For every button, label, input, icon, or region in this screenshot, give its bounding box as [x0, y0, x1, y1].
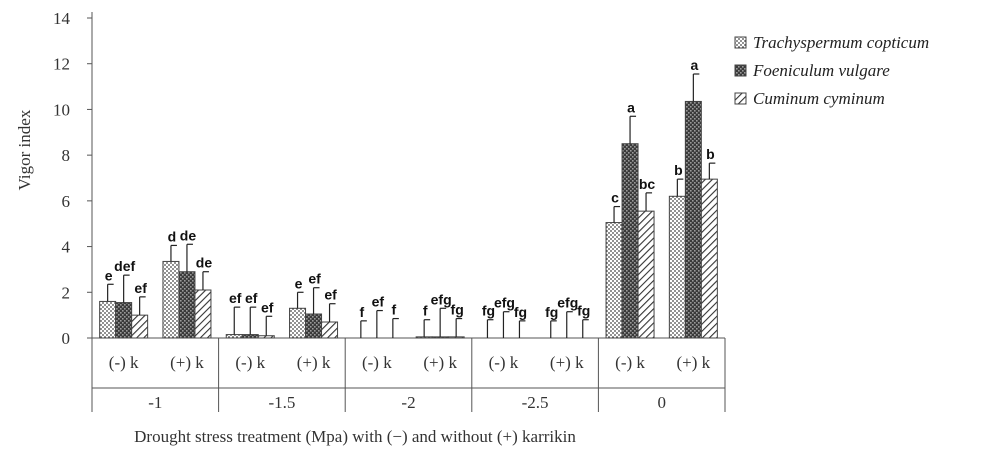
bar: [115, 302, 133, 339]
significance-label: ef: [308, 271, 321, 287]
legend-label: Trachyspermum copticum: [753, 33, 929, 52]
significance-label: e: [105, 267, 113, 283]
significance-label: b: [674, 162, 683, 178]
y-tick-label: 6: [62, 192, 71, 211]
bar: [99, 300, 117, 339]
legend-swatch: [734, 64, 747, 77]
bar: [431, 336, 449, 339]
significance-label: efg: [431, 291, 452, 307]
group-label: 0: [657, 393, 666, 412]
legend-swatch: [734, 92, 747, 105]
significance-label: e: [295, 275, 303, 291]
group-label: -2: [401, 393, 415, 412]
subgroup-label: (-) k: [235, 353, 265, 372]
subgroup-label: (+) k: [297, 353, 331, 372]
significance-label: a: [690, 57, 698, 73]
y-axis-title: Vigor index: [15, 109, 34, 190]
significance-label: def: [114, 258, 135, 274]
subgroup-label: (-) k: [615, 353, 645, 372]
bar: [289, 307, 307, 339]
bar: [415, 336, 433, 339]
bar: [637, 210, 655, 339]
subgroup-label: (-) k: [109, 353, 139, 372]
y-tick-label: 0: [62, 329, 71, 348]
bar: [241, 334, 259, 339]
legend-label: Cuminum cyminum: [753, 89, 885, 108]
significance-label: fg: [482, 303, 495, 319]
y-tick-label: 2: [62, 283, 71, 302]
significance-label: efg: [557, 295, 578, 311]
subgroup-label: (-) k: [489, 353, 519, 372]
bar: [194, 289, 212, 339]
group-label: -1: [148, 393, 162, 412]
bar: [305, 313, 323, 339]
significance-label: c: [611, 190, 619, 206]
significance-label: ef: [261, 299, 274, 315]
significance-label: ef: [229, 290, 242, 306]
significance-label: de: [180, 227, 197, 243]
subgroup-label: (+) k: [677, 353, 711, 372]
bar: [321, 321, 339, 339]
significance-label: f: [392, 302, 397, 318]
significance-label: fg: [514, 304, 527, 320]
bar: [131, 314, 149, 339]
significance-label: ef: [324, 287, 337, 303]
bar: [178, 271, 196, 339]
significance-label: ef: [134, 280, 147, 296]
x-axis-title: Drought stress treatment (Mpa) with (−) …: [134, 427, 576, 446]
legend-swatch: [734, 36, 747, 49]
bar: [162, 260, 180, 339]
y-tick-label: 4: [62, 238, 71, 257]
bar: [257, 335, 275, 339]
y-tick-label: 8: [62, 146, 71, 165]
group-label: -1.5: [268, 393, 295, 412]
bar: [621, 143, 639, 339]
significance-label: fg: [577, 303, 590, 319]
bar: [668, 195, 686, 339]
significance-label: f: [360, 304, 365, 320]
significance-label: ef: [245, 290, 258, 306]
subgroup-label: (+) k: [170, 353, 204, 372]
bar: [225, 334, 243, 339]
significance-label: a: [627, 99, 635, 115]
subgroup-label: (+) k: [550, 353, 584, 372]
significance-label: b: [706, 146, 715, 162]
bar: [447, 336, 465, 339]
significance-label: d: [168, 228, 177, 244]
subgroup-label: (+) k: [423, 353, 457, 372]
bar: [605, 222, 623, 339]
bar: [700, 178, 718, 339]
significance-label: fg: [545, 304, 558, 320]
y-tick-label: 14: [53, 9, 71, 28]
group-label: -2.5: [522, 393, 549, 412]
significance-label: bc: [639, 176, 656, 192]
significance-label: efg: [494, 295, 515, 311]
legend-label: Foeniculum vulgare: [752, 61, 890, 80]
bar: [684, 100, 702, 339]
significance-label: de: [196, 255, 213, 271]
y-tick-label: 10: [53, 100, 70, 119]
subgroup-label: (-) k: [362, 353, 392, 372]
significance-label: f: [423, 303, 428, 319]
y-tick-label: 12: [53, 55, 70, 74]
significance-label: ef: [372, 294, 385, 310]
significance-label: fg: [451, 302, 464, 318]
